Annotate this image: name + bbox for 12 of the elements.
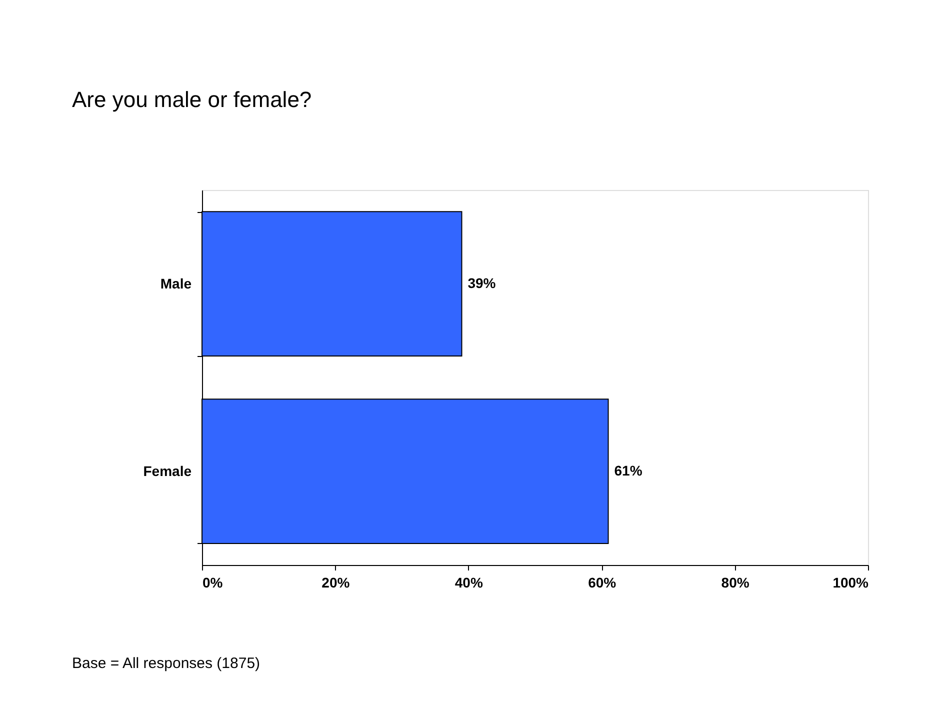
x-tick-label: 100%: [832, 574, 870, 590]
x-tick-label: 40%: [454, 574, 484, 590]
x-tick-label: 20%: [322, 574, 350, 590]
data-label: 39%: [468, 274, 496, 291]
y-tick-label: Female: [143, 462, 192, 479]
x-tick-label: 0%: [202, 574, 224, 590]
text: Base = All responses (1875): [72, 655, 260, 672]
chart-title: Are you male or female?: [72, 87, 312, 112]
data-label: 61%: [614, 462, 643, 478]
y-tick-label: Male: [160, 275, 192, 292]
x-tick-label: 60%: [588, 574, 617, 590]
x-tick-label: 80%: [721, 574, 750, 590]
